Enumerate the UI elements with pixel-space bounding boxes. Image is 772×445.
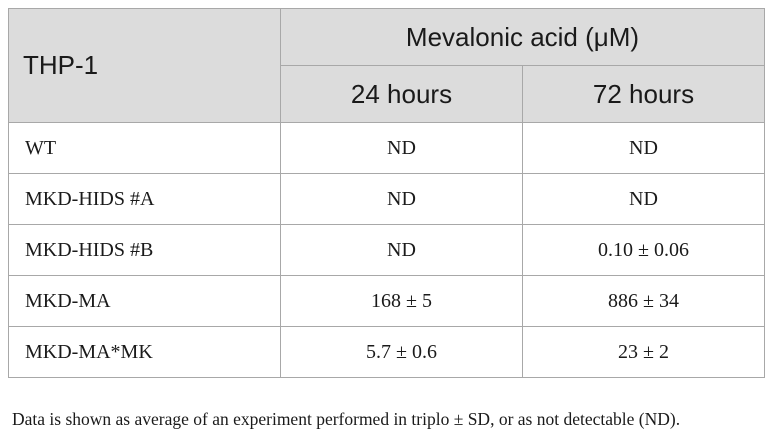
row-label: MKD-MA bbox=[8, 275, 281, 327]
group-header-cell: Mevalonic acid (μM) bbox=[280, 8, 765, 66]
value-24h: ND bbox=[280, 224, 523, 276]
value-24h: 5.7 ± 0.6 bbox=[280, 326, 523, 378]
row-header-cell: THP-1 bbox=[8, 8, 281, 123]
table-row: MKD-MA 168 ± 5 886 ± 34 bbox=[8, 275, 765, 327]
row-label: WT bbox=[8, 122, 281, 174]
row-label: MKD-HIDS #B bbox=[8, 224, 281, 276]
table-row: WT ND ND bbox=[8, 122, 765, 174]
value-72h: ND bbox=[522, 173, 765, 225]
row-label: MKD-MA*MK bbox=[8, 326, 281, 378]
table-footnote: Data is shown as average of an experimen… bbox=[12, 408, 681, 429]
table-row: MKD-MA*MK 5.7 ± 0.6 23 ± 2 bbox=[8, 326, 765, 378]
value-24h: 168 ± 5 bbox=[280, 275, 523, 327]
value-24h: ND bbox=[280, 173, 523, 225]
header-row-top: THP-1 Mevalonic acid (μM) bbox=[8, 8, 765, 123]
value-72h: 0.10 ± 0.06 bbox=[522, 224, 765, 276]
header-row-sub: 24 hours 72 hours bbox=[9, 65, 765, 123]
value-72h: 23 ± 2 bbox=[522, 326, 765, 378]
value-72h: 886 ± 34 bbox=[522, 275, 765, 327]
value-24h: ND bbox=[280, 122, 523, 174]
table-row: MKD-HIDS #A ND ND bbox=[8, 173, 765, 225]
data-table-container: THP-1 Mevalonic acid (μM) 24 hours 72 ho… bbox=[8, 8, 765, 378]
col-header-72h: 72 hours bbox=[522, 65, 765, 123]
col-header-24h: 24 hours bbox=[280, 65, 523, 123]
row-label: MKD-HIDS #A bbox=[8, 173, 281, 225]
value-72h: ND bbox=[522, 122, 765, 174]
mevalonic-acid-table: THP-1 Mevalonic acid (μM) 24 hours 72 ho… bbox=[8, 8, 765, 378]
table-row: MKD-HIDS #B ND 0.10 ± 0.06 bbox=[8, 224, 765, 276]
